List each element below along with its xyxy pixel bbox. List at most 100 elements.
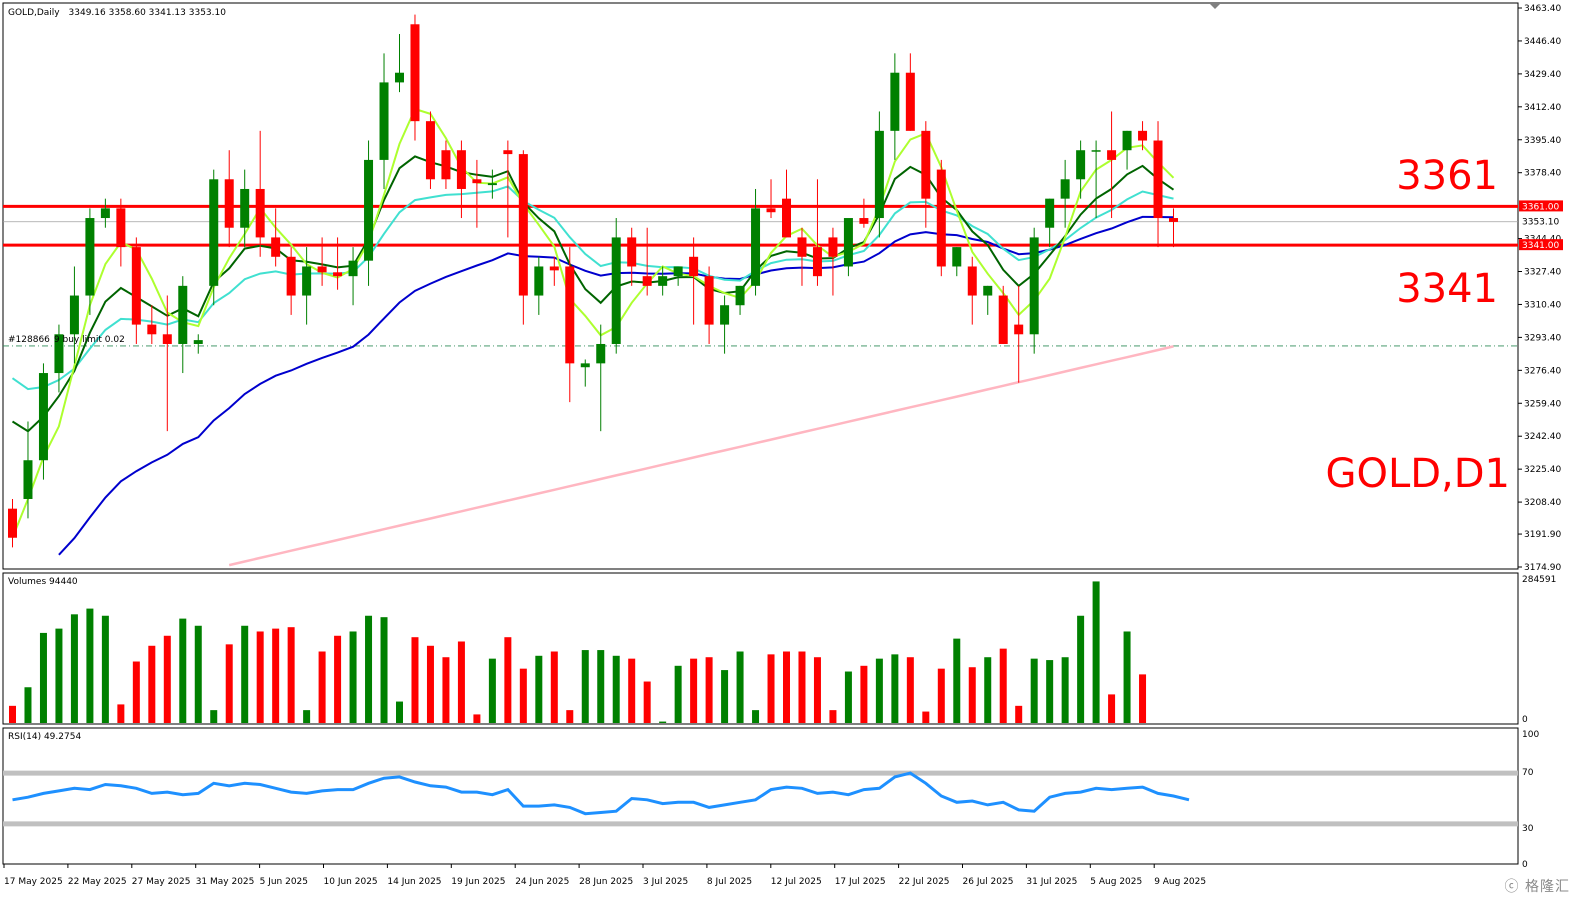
candle-body — [441, 150, 451, 180]
candle-34 — [534, 256, 544, 315]
x-tick-label: 12 Jul 2025 — [771, 877, 822, 887]
volume-bar-73 — [1139, 674, 1147, 723]
x-tick-label: 8 Jul 2025 — [707, 877, 752, 887]
volume-bar-47 — [736, 651, 744, 723]
candle-body — [69, 295, 79, 335]
volume-bar-19 — [303, 710, 311, 723]
candle-body — [859, 218, 869, 224]
candle-body — [302, 266, 312, 296]
candle-body — [8, 508, 17, 538]
candle-11 — [178, 276, 188, 374]
y-tick-label: 3293.40 — [1524, 333, 1561, 343]
rsi-scale-30: 30 — [1522, 824, 1534, 834]
candle-body — [921, 130, 931, 199]
x-tick-label: 24 Jun 2025 — [515, 877, 569, 887]
candle-46 — [720, 295, 730, 354]
candle-12 — [193, 334, 203, 354]
price-tag-text: 3353.10 — [1522, 218, 1559, 228]
candle-43 — [673, 266, 683, 286]
candle-19 — [302, 247, 312, 325]
watermark-logo: ⓒ 格隆汇 — [1504, 879, 1570, 895]
price-tag-current: 3353.10 — [1519, 215, 1563, 228]
candle-body — [23, 460, 33, 499]
order-label: #128866 9 buy limit 0.02 — [8, 335, 125, 345]
candle-21 — [333, 237, 343, 290]
volume-bar-3 — [55, 628, 63, 723]
y-tick-label: 3174.90 — [1524, 563, 1561, 573]
candle-body — [658, 276, 668, 286]
candle-body — [874, 130, 884, 219]
x-tick-label: 9 Aug 2025 — [1154, 877, 1206, 887]
ma-200-line — [228, 345, 1174, 567]
candle-27 — [425, 111, 435, 189]
candle-52 — [812, 179, 822, 286]
y-tick-label: 3463.40 — [1524, 4, 1561, 14]
candle-body — [766, 208, 776, 213]
candle-body — [100, 208, 110, 219]
volume-bar-42 — [659, 721, 667, 723]
candle-33 — [518, 150, 528, 325]
volume-bar-65 — [1015, 705, 1023, 723]
candle-body — [379, 82, 389, 160]
candle-45 — [704, 266, 714, 344]
rsi-scale-70: 70 — [1522, 768, 1534, 778]
candle-40 — [627, 227, 637, 286]
candle-body — [518, 154, 528, 296]
candle-2 — [38, 363, 48, 480]
candle-body — [673, 266, 683, 277]
candle-body — [410, 24, 420, 122]
candle-16 — [255, 130, 265, 257]
price-tag-bg — [1519, 200, 1563, 212]
volume-bar-52 — [813, 657, 821, 723]
candle-25 — [395, 33, 404, 93]
candle-body — [333, 272, 343, 277]
y-tick-label: 3310.40 — [1524, 300, 1561, 310]
candle-51 — [797, 227, 807, 286]
candle-body — [843, 218, 853, 267]
y-tick-label: 3242.40 — [1524, 432, 1561, 442]
candle-57 — [890, 53, 900, 160]
x-tick-label: 17 Jul 2025 — [835, 877, 886, 887]
volume-bar-30 — [473, 714, 481, 723]
volume-bar-67 — [1046, 660, 1054, 723]
candle-body — [364, 159, 374, 261]
candle-body — [131, 247, 141, 325]
symbol-label: GOLD,Daily — [8, 8, 60, 18]
candle-61 — [952, 247, 962, 277]
candle-74 — [1153, 121, 1163, 248]
candle-body — [596, 343, 606, 364]
volume-bar-40 — [628, 658, 636, 723]
candle-body — [627, 237, 637, 267]
candle-69 — [1076, 140, 1086, 199]
x-tick-label: 5 Aug 2025 — [1090, 877, 1142, 887]
volume-bar-71 — [1108, 694, 1116, 723]
rsi-scale-0: 0 — [1522, 860, 1528, 870]
candle-66 — [1029, 227, 1039, 354]
volume-bar-7 — [117, 704, 125, 723]
candle-42 — [658, 266, 668, 296]
volume-bar-23 — [365, 615, 373, 723]
candle-44 — [689, 237, 699, 325]
candle-62 — [967, 256, 977, 325]
y-tick-label: 3412.40 — [1524, 103, 1561, 113]
candle-32 — [503, 140, 513, 238]
volume-bar-55 — [860, 665, 868, 723]
candle-body — [998, 295, 1008, 344]
candle-10 — [162, 295, 172, 432]
volume-bar-29 — [457, 641, 465, 723]
volume-bar-20 — [318, 651, 326, 723]
candle-body — [224, 179, 234, 228]
volume-zero-label: 0 — [1522, 715, 1528, 725]
candle-body — [689, 256, 699, 277]
candle-3 — [54, 324, 64, 393]
chart-header: GOLD,Daily 3349.16 3358.60 3341.13 3353.… — [8, 8, 226, 18]
volume-bar-5 — [86, 608, 94, 723]
volume-bar-13 — [210, 710, 218, 723]
candle-body — [162, 334, 172, 344]
candle-23 — [364, 140, 374, 286]
volume-bar-37 — [581, 650, 589, 723]
volume-bar-43 — [674, 665, 682, 723]
candle-13 — [209, 169, 219, 306]
scroll-indicator-icon[interactable] — [1210, 4, 1220, 9]
